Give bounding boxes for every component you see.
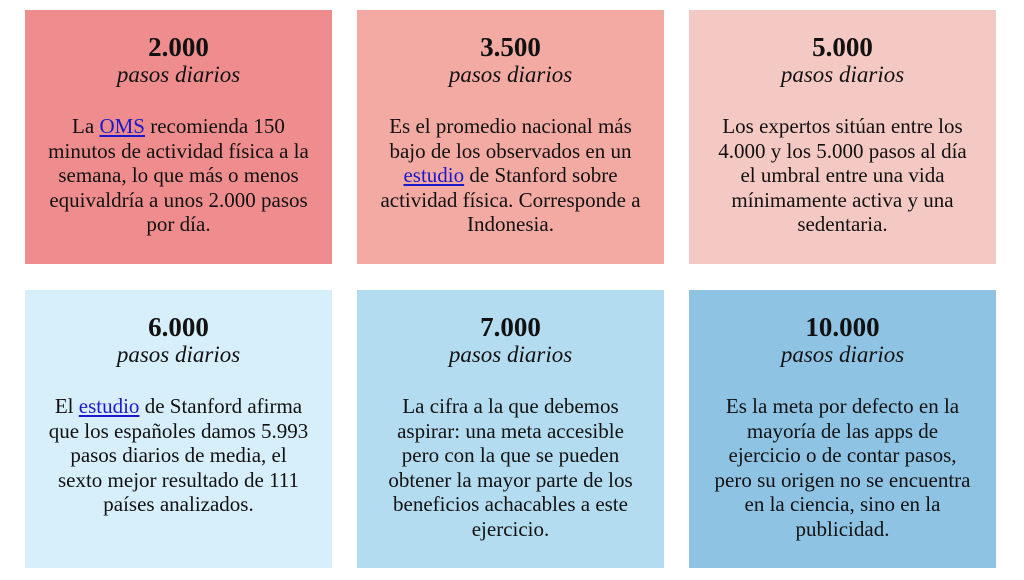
step-card: 6.000 pasos diarios El estudio de Stanfo… xyxy=(25,290,332,568)
step-unit: pasos diarios xyxy=(116,62,241,87)
step-card: 7.000 pasos diarios La cifra a la que de… xyxy=(357,290,664,568)
step-unit: pasos diarios xyxy=(448,62,573,87)
step-count: 3.500 xyxy=(480,32,541,62)
step-unit: pasos diarios xyxy=(780,342,905,367)
description-text: Los expertos sitúan entre los 4.000 y lo… xyxy=(718,114,967,236)
source-link[interactable]: OMS xyxy=(99,114,145,138)
step-description: El estudio de Stanford afirma que los es… xyxy=(47,394,310,517)
step-card: 2.000 pasos diarios La OMS recomienda 15… xyxy=(25,10,332,264)
description-text: El xyxy=(54,394,79,418)
step-unit: pasos diarios xyxy=(780,62,905,87)
step-card: 10.000 pasos diarios Es la meta por defe… xyxy=(689,290,996,568)
source-link[interactable]: estudio xyxy=(78,394,140,418)
description-text: de Stanford afirma que los españoles dam… xyxy=(48,394,309,516)
step-card: 3.500 pasos diarios Es el promedio nacio… xyxy=(357,10,664,264)
description-text: Es la meta por defecto en la mayoría de … xyxy=(714,394,971,541)
description-text: Es el promedio nacional más bajo de los … xyxy=(389,114,632,163)
step-count: 5.000 xyxy=(812,32,873,62)
step-description: La cifra a la que debemos aspirar: una m… xyxy=(379,394,642,541)
step-count: 7.000 xyxy=(480,312,541,342)
description-text: La cifra a la que debemos aspirar: una m… xyxy=(388,394,633,541)
step-unit: pasos diarios xyxy=(116,342,241,367)
step-count: 6.000 xyxy=(148,312,209,342)
step-description: Los expertos sitúan entre los 4.000 y lo… xyxy=(711,114,974,237)
step-count: 10.000 xyxy=(805,312,880,342)
step-unit: pasos diarios xyxy=(448,342,573,367)
description-text: La xyxy=(72,114,100,138)
description-text: de Stanford sobre actividad física. Corr… xyxy=(380,163,641,236)
step-description: La OMS recomienda 150 minutos de activid… xyxy=(47,114,310,237)
source-link[interactable]: estudio xyxy=(403,163,465,187)
step-card: 5.000 pasos diarios Los expertos sitúan … xyxy=(689,10,996,264)
description-text: recomienda 150 minutos de actividad físi… xyxy=(48,114,309,236)
step-description: Es la meta por defecto en la mayoría de … xyxy=(711,394,974,541)
step-description: Es el promedio nacional más bajo de los … xyxy=(379,114,642,237)
step-count: 2.000 xyxy=(148,32,209,62)
